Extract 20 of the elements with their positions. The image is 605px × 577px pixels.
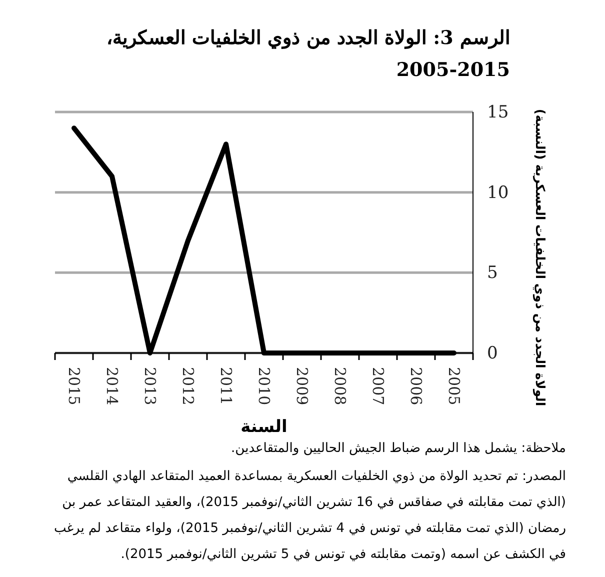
text: المصدر: تم تحديد الولاة من ذوي الخلفيات العسكرية بمساعدة العميد المتقاعد الهادي القلسي (الذي تمت مقابلته في صفاقس في 16 تشرين الثاني/نوفمبر 2015)، والعقيد المتقاعد عمر بن رمضان (الذي تمت مقابلته في تونس في 4 تشرين الثاني/نوفمبر 2015)، ولواء متقاعد لم يرغب في الكشف عن اسمه (وتمت مقابلته في تونس في 5 تشرين الثاني/نوفمبر 2015). <box>52 468 566 564</box>
x-tick-label: 2012 <box>178 367 197 406</box>
text: ملاحظة: يشمل هذا الرسم ضباط الجيش الحاليين والمتقاعدين. <box>230 440 566 458</box>
x-axis-title: السنة <box>240 417 288 437</box>
y-axis-title: الولاة الجدد من ذوي الخلفيات العسكرية (النسبة) <box>532 108 548 406</box>
x-tick-label: 2006 <box>406 367 425 406</box>
x-tick-label: 2011 <box>216 367 235 406</box>
x-tick-label: 2013 <box>140 367 159 406</box>
y-tick-label: 0 <box>487 343 498 364</box>
y-tick-label: 5 <box>487 263 498 284</box>
x-tick-label: 2005 <box>444 367 463 406</box>
x-tick-label: 2009 <box>292 367 311 406</box>
chart-title: الرسم 3: الولاة الجدد من ذوي الخلفيات العسكرية، 2015-2005 <box>105 26 510 83</box>
x-tick-label: 2014 <box>102 367 121 406</box>
x-tick-label: 2007 <box>368 367 387 406</box>
y-tick-label: 10 <box>487 182 509 203</box>
y-tick-label: 15 <box>487 102 509 122</box>
x-tick-label: 2015 <box>64 367 83 406</box>
x-tick-label: 2008 <box>330 367 349 406</box>
x-tick-label: 2010 <box>254 367 273 406</box>
